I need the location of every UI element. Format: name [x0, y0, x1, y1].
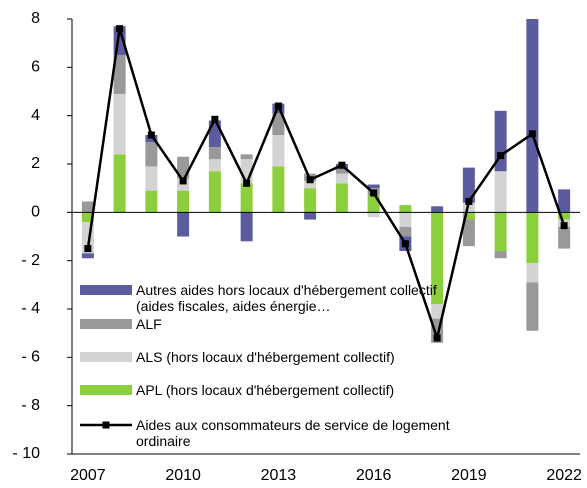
legend-swatch	[80, 319, 132, 329]
legend-label: Aides aux consommateurs de service de lo…	[136, 417, 450, 449]
bar-segment	[526, 212, 539, 264]
bar-segment	[81, 201, 94, 213]
bar-segment	[462, 219, 475, 247]
bar-segment	[494, 171, 507, 213]
bar-segment	[145, 135, 158, 143]
x-tick-label: 2007	[70, 467, 106, 484]
bar-segment	[526, 282, 539, 331]
bar-segment	[367, 212, 380, 218]
line-marker	[370, 189, 378, 197]
x-tick-label: 2019	[451, 467, 487, 484]
bar-segment	[208, 171, 221, 213]
legend-swatch	[80, 385, 132, 395]
y-tick-label: 4	[31, 107, 40, 124]
line-marker	[528, 130, 536, 138]
legend-swatch	[80, 285, 132, 295]
bar-segment	[304, 212, 317, 220]
bar-segment	[494, 251, 507, 259]
bar-segment	[558, 189, 571, 213]
bar-segment	[367, 184, 380, 189]
bar-segment	[240, 154, 253, 160]
bar-segment	[399, 205, 412, 213]
y-tick-label: 6	[31, 59, 40, 76]
legend-label: ALS (hors locaux d'hébergement collectif…	[136, 349, 395, 365]
bar-segment	[335, 168, 348, 174]
bar-segment	[208, 147, 221, 160]
bar-segment	[272, 113, 285, 135]
bar-segment	[431, 304, 444, 319]
bar-segment	[335, 183, 348, 213]
bar-segment	[526, 19, 539, 213]
y-tick-label: 8	[31, 10, 40, 27]
bar-segment	[304, 188, 317, 213]
bar-segment	[177, 190, 190, 213]
bar-segment	[462, 167, 475, 203]
legend-swatch-marker	[102, 421, 110, 429]
bar-segment	[240, 183, 253, 213]
y-tick-label: 0	[31, 204, 40, 221]
x-tick-label: 2016	[356, 467, 392, 484]
line-marker	[274, 102, 282, 110]
bar-segment	[81, 212, 94, 222]
line-marker	[179, 177, 187, 185]
bar-segment	[145, 166, 158, 191]
bar-segment	[113, 154, 126, 213]
line-marker	[338, 161, 346, 169]
bar-segment	[81, 253, 94, 259]
legend-label: Autres aides hors locaux d'hébergement c…	[136, 282, 437, 314]
bar-segment	[431, 206, 444, 213]
line-marker	[497, 152, 505, 160]
bar-segment	[335, 173, 348, 184]
bar-segment	[113, 93, 126, 155]
y-tick-label: 2	[31, 155, 40, 172]
line-marker	[433, 334, 441, 342]
x-tick-label: 2013	[261, 467, 297, 484]
y-tick-label: - 4	[21, 300, 40, 317]
y-tick-label: - 8	[21, 397, 40, 414]
legend-label: APL (hors locaux d'hébergement collectif…	[136, 382, 395, 398]
bar-segment	[177, 212, 190, 237]
bar-segment	[272, 135, 285, 167]
line-marker	[147, 131, 155, 139]
x-tick-label: 2010	[165, 467, 201, 484]
bar-segment	[208, 159, 221, 172]
bar-segment	[558, 226, 571, 249]
line-marker	[306, 176, 314, 184]
line-marker	[401, 240, 409, 248]
bar-segment	[145, 142, 158, 167]
bar-segment	[240, 212, 253, 242]
bar-segment	[399, 226, 412, 237]
bar-segment	[431, 212, 444, 305]
bar-segment	[462, 212, 475, 220]
bar-segment	[526, 263, 539, 283]
line-marker	[243, 179, 251, 187]
line-marker	[116, 25, 124, 33]
legend-label: ALF	[136, 316, 162, 332]
y-tick-label: - 10	[12, 445, 40, 462]
x-tick-label: 2022	[546, 467, 582, 484]
bar-segment	[113, 55, 126, 94]
bar-segment	[558, 212, 571, 220]
bar-segment	[145, 190, 158, 213]
bar-segment	[462, 202, 475, 213]
bar-segment	[208, 120, 221, 148]
line-marker	[211, 115, 219, 123]
legend-swatch	[80, 352, 132, 362]
bar-segment	[399, 212, 412, 227]
line-marker	[465, 197, 473, 205]
bar-segment	[494, 212, 507, 251]
bar-segment	[304, 180, 317, 189]
y-tick-label: - 2	[21, 252, 40, 269]
bar-segment	[272, 166, 285, 213]
line-marker	[560, 222, 568, 230]
y-tick-label: - 6	[21, 349, 40, 366]
line	[86, 28, 566, 343]
line-marker	[84, 245, 92, 253]
